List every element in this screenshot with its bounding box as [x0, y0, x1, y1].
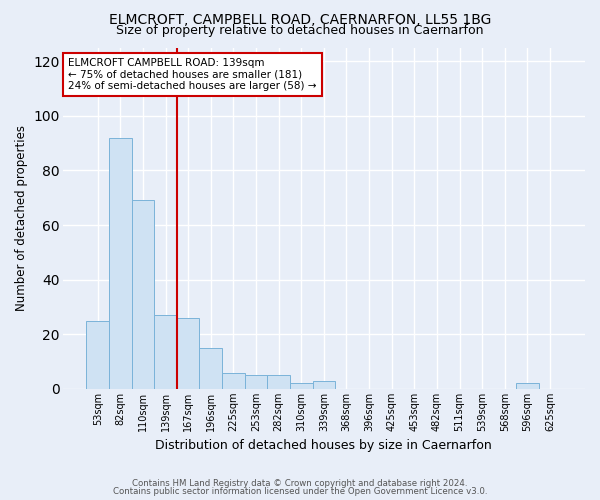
- Bar: [154, 315, 177, 389]
- Y-axis label: Number of detached properties: Number of detached properties: [15, 125, 28, 311]
- Bar: [313, 380, 335, 389]
- Text: Size of property relative to detached houses in Caernarfon: Size of property relative to detached ho…: [116, 24, 484, 37]
- Bar: [245, 375, 268, 389]
- Bar: [222, 372, 245, 389]
- Bar: [199, 348, 222, 389]
- Text: ELMCROFT, CAMPBELL ROAD, CAERNARFON, LL55 1BG: ELMCROFT, CAMPBELL ROAD, CAERNARFON, LL5…: [109, 12, 491, 26]
- Text: Contains public sector information licensed under the Open Government Licence v3: Contains public sector information licen…: [113, 487, 487, 496]
- Text: Contains HM Land Registry data © Crown copyright and database right 2024.: Contains HM Land Registry data © Crown c…: [132, 478, 468, 488]
- Bar: [290, 384, 313, 389]
- Bar: [177, 318, 199, 389]
- Bar: [131, 200, 154, 389]
- Bar: [516, 384, 539, 389]
- Bar: [86, 320, 109, 389]
- Bar: [268, 375, 290, 389]
- Bar: [109, 138, 131, 389]
- X-axis label: Distribution of detached houses by size in Caernarfon: Distribution of detached houses by size …: [155, 440, 492, 452]
- Text: ELMCROFT CAMPBELL ROAD: 139sqm
← 75% of detached houses are smaller (181)
24% of: ELMCROFT CAMPBELL ROAD: 139sqm ← 75% of …: [68, 58, 316, 91]
